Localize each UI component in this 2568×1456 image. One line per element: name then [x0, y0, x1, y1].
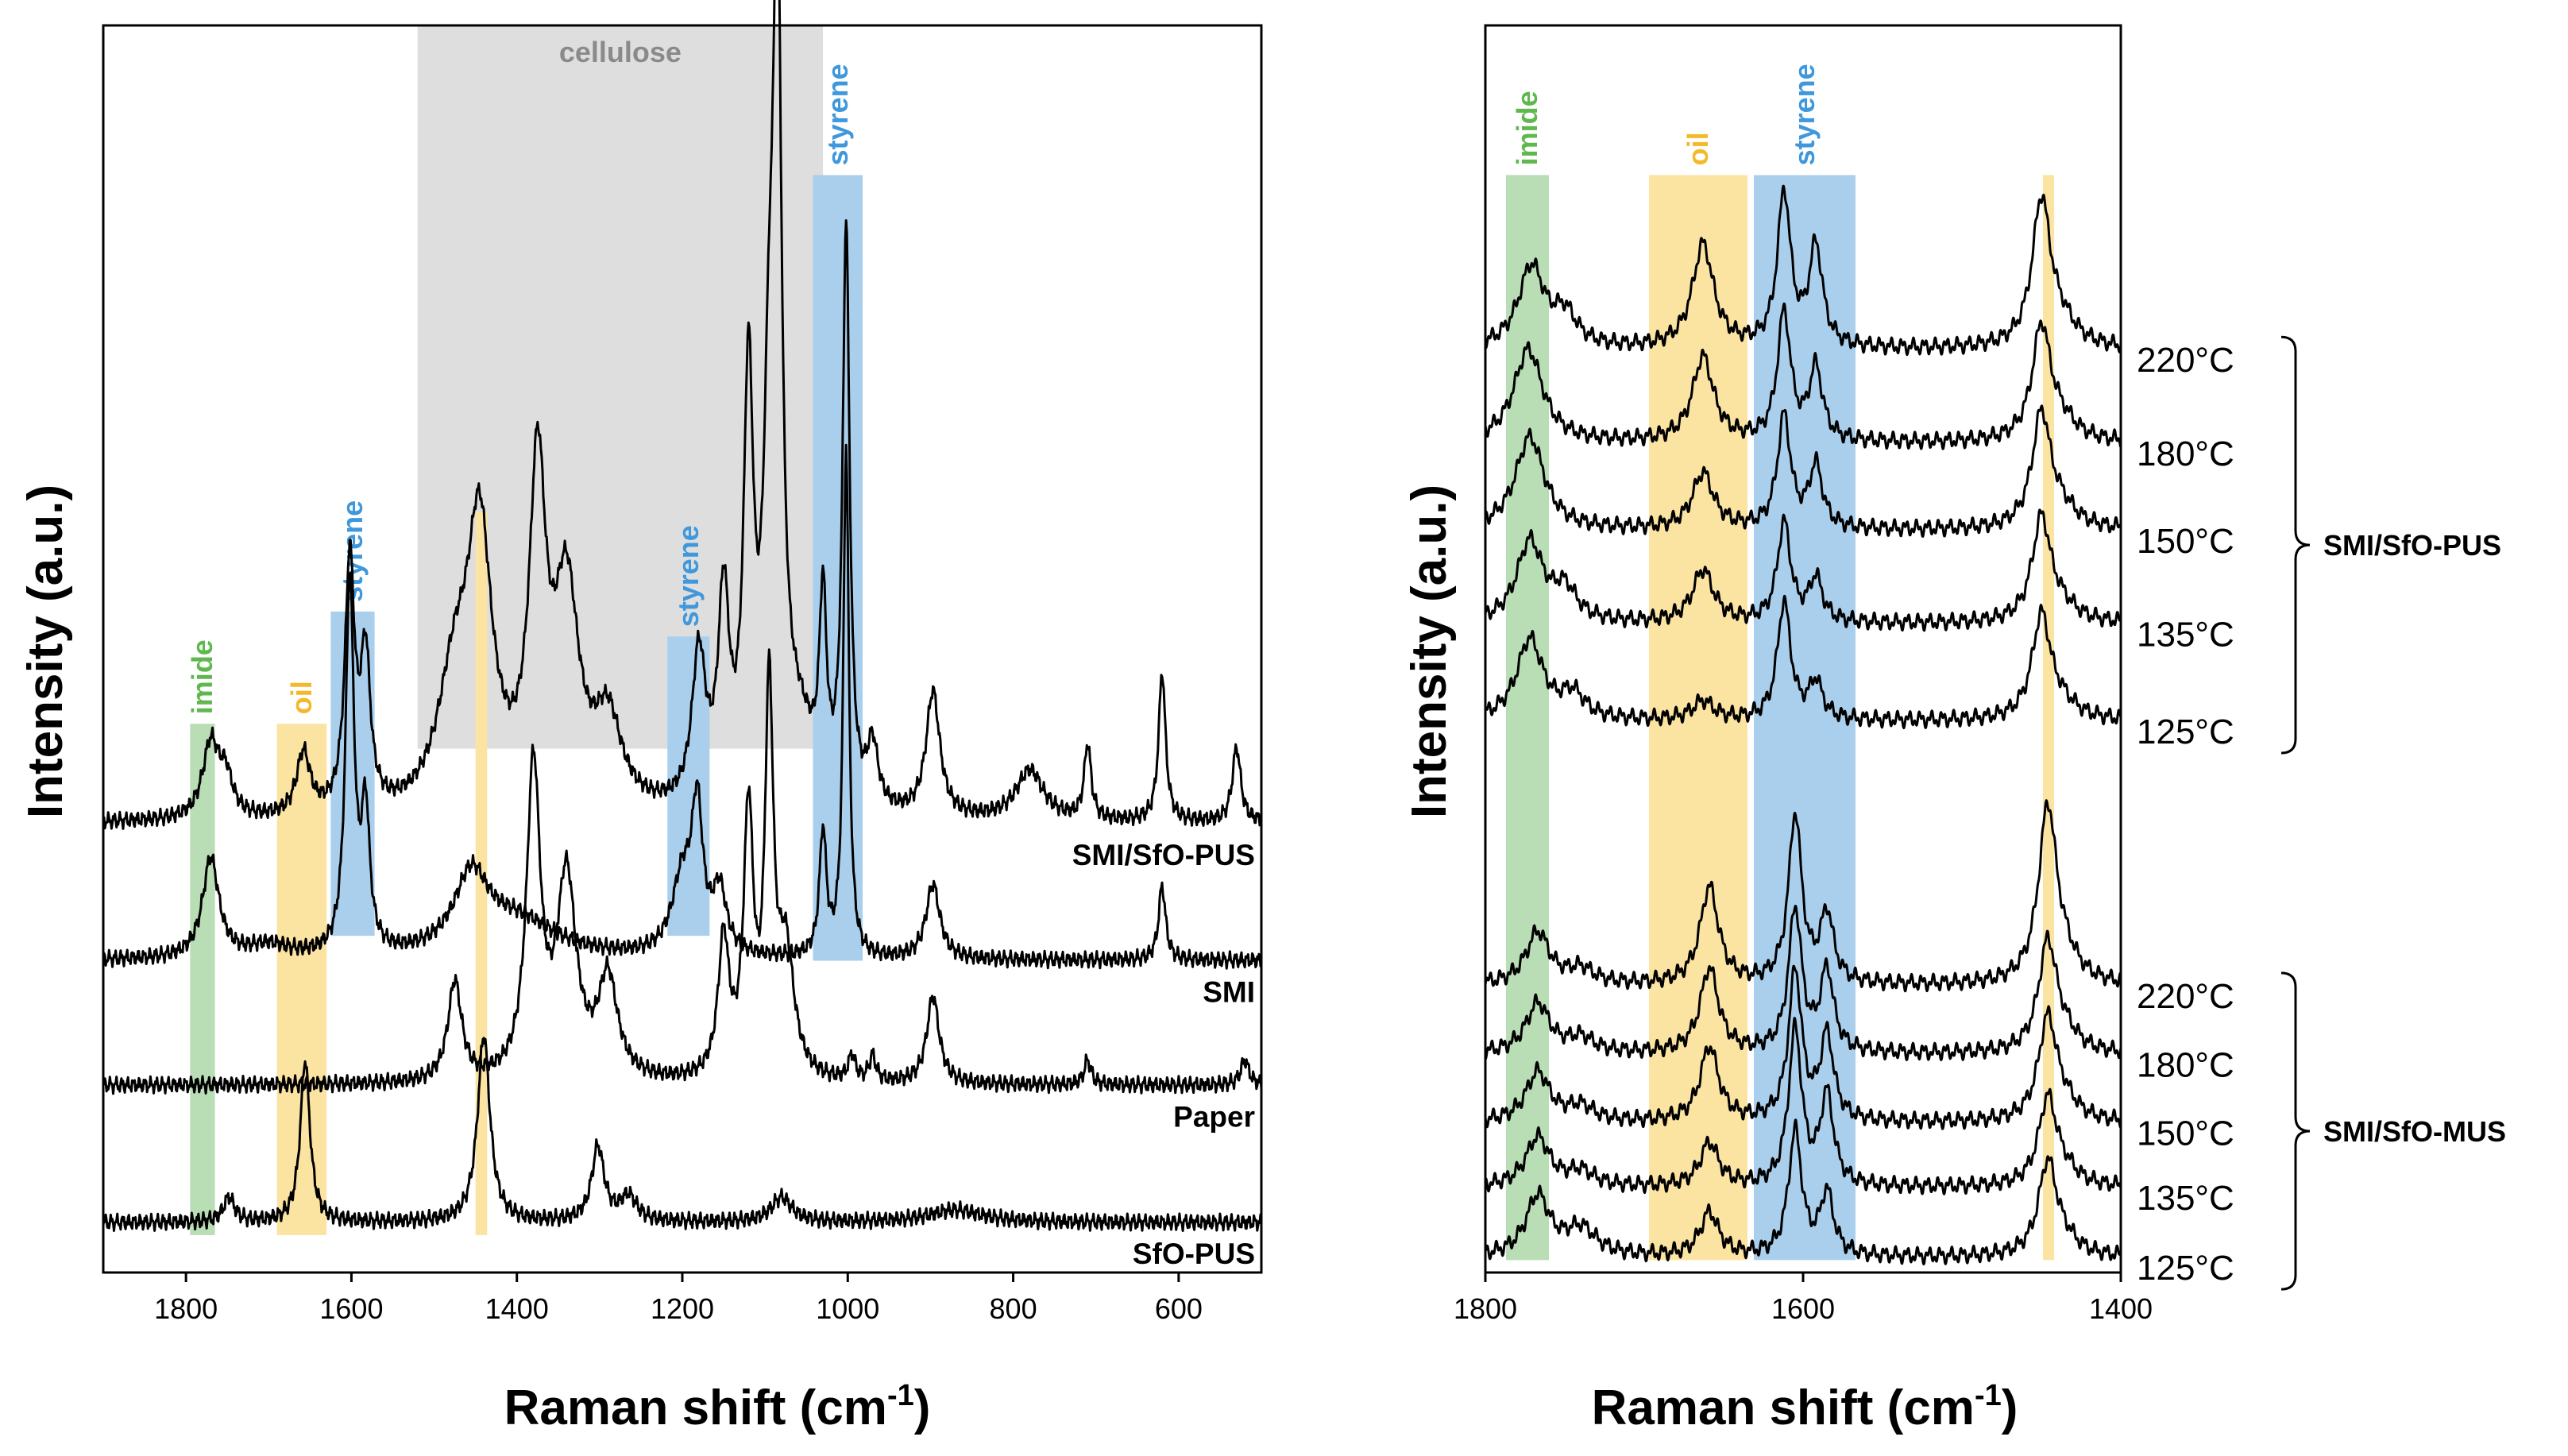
band-label-styrene-1200: styrene — [672, 525, 705, 627]
band-oil — [1649, 175, 1747, 1261]
trace-paper — [102, 648, 1263, 1095]
left-x-label-close: ) — [914, 1381, 931, 1435]
band-label-oil: oil — [285, 681, 318, 714]
right-group-labels: SMI/SfO-PUS SMI/SfO-MUS — [2280, 335, 2506, 1291]
x-tick-label-1800: 1800 — [1454, 1292, 1517, 1325]
left-x-axis-label: Raman shift (cm-1) — [504, 1379, 931, 1435]
temp-label-smi-sfo-mus-0: 220°C — [2137, 977, 2234, 1016]
trace-smi-sfo-mus-125-c — [1484, 1118, 2122, 1265]
series-label-paper: Paper — [1173, 1101, 1255, 1134]
left-x-axis: 1800 1600 1400 1200 1000 800 600 — [154, 1273, 1203, 1325]
trace-smi-sfo-mus-135-c — [1484, 1017, 2122, 1195]
x-tick-label-600: 600 — [1155, 1292, 1203, 1325]
left-series-label-layer: SMI/SfO-PUS SMI Paper SfO-PUS — [1072, 839, 1255, 1270]
series-label-smi: SMI — [1203, 976, 1255, 1009]
group-brace-smi-sfo-mus — [2280, 971, 2311, 1291]
band-oil — [276, 724, 327, 1235]
left-x-label-main: Raman shift (cm — [504, 1381, 887, 1435]
left-x-label-sup: -1 — [887, 1379, 914, 1412]
right-band-label-layer: imide oil styrene — [1511, 64, 1821, 165]
left-band-layer — [190, 25, 863, 1235]
band-label-oil: oil — [1682, 132, 1714, 165]
series-label-sfo-pus: SfO-PUS — [1133, 1238, 1255, 1270]
trace-smi-sfo-pus-180-c — [1484, 302, 2122, 450]
temp-label-smi-sfo-pus-3: 135°C — [2137, 616, 2234, 655]
x-tick-label-1400: 1400 — [2089, 1292, 2153, 1325]
trace-smi — [102, 443, 1263, 970]
band-imide — [190, 724, 215, 1235]
x-tick-label-1800: 1800 — [154, 1292, 218, 1325]
x-tick-label-1200: 1200 — [651, 1292, 714, 1325]
temp-label-smi-sfo-pus-0: 220°C — [2137, 341, 2234, 380]
temp-label-smi-sfo-mus-4: 125°C — [2137, 1249, 2234, 1288]
band-label-imide: imide — [186, 639, 218, 714]
trace-smi-sfo-pus-220-c — [1484, 184, 2122, 357]
right-x-label-close: ) — [2002, 1381, 2018, 1435]
temp-label-smi-sfo-pus-4: 125°C — [2137, 713, 2234, 751]
trace-smi-sfo-pus-125-c — [1485, 594, 2122, 729]
band-label-cellulose: cellulose — [559, 36, 682, 68]
right-y-axis-label: Intensity (a.u.) — [1402, 485, 1457, 818]
band-label-styrene-1000: styrene — [821, 64, 854, 165]
x-tick-label-1600: 1600 — [319, 1292, 383, 1325]
x-tick-label-1000: 1000 — [816, 1292, 879, 1325]
right-chart: imide oil styrene 1800 1600 1400 220°C 180°C 1… — [1402, 24, 2506, 1435]
trace-smi-sfo-pus — [102, 0, 1262, 830]
right-x-label-main: Raman shift (cm — [1592, 1381, 1975, 1435]
temp-label-smi-sfo-mus-2: 150°C — [2137, 1114, 2234, 1153]
temp-label-smi-sfo-pus-2: 150°C — [2137, 522, 2234, 561]
left-y-axis-label: Intensity (a.u.) — [18, 485, 73, 818]
x-tick-label-1600: 1600 — [1771, 1292, 1835, 1325]
right-x-label-sup: -1 — [1975, 1379, 2002, 1412]
band-label-imide: imide — [1511, 91, 1543, 165]
right-trace-layer — [1484, 184, 2122, 1265]
trace-smi-sfo-mus-150-c — [1484, 964, 2122, 1130]
left-trace-layer — [102, 0, 1263, 1232]
band-imide — [1506, 175, 1549, 1261]
right-x-axis: 1800 1600 1400 — [1454, 1273, 2153, 1325]
temp-label-smi-sfo-mus-1: 180°C — [2137, 1045, 2234, 1084]
temp-label-smi-sfo-pus-1: 180°C — [2137, 434, 2234, 473]
x-tick-label-800: 800 — [990, 1292, 1037, 1325]
trace-smi-sfo-pus-135-c — [1485, 508, 2122, 632]
trace-smi-sfo-mus-220-c — [1484, 799, 2122, 993]
trace-smi-sfo-pus-150-c — [1484, 404, 2122, 538]
x-tick-label-1400: 1400 — [485, 1292, 549, 1325]
trace-sfo-pus — [102, 1037, 1263, 1232]
band-label-styrene: styrene — [1788, 64, 1821, 165]
trace-smi-sfo-mus-180-c — [1485, 905, 2122, 1061]
band-styrene-1000 — [813, 175, 863, 961]
temp-label-smi-sfo-mus-3: 135°C — [2137, 1179, 2234, 1218]
group-label-smi-sfo-pus: SMI/SfO-PUS — [2323, 529, 2501, 562]
group-brace-smi-sfo-pus — [2280, 335, 2311, 755]
right-temperature-labels: 220°C 180°C 150°C 135°C 125°C 220°C 180°C 150°C… — [2137, 341, 2234, 1288]
group-label-smi-sfo-mus: SMI/SfO-MUS — [2323, 1115, 2506, 1148]
series-label-smi-sfo-pus: SMI/SfO-PUS — [1072, 839, 1255, 871]
right-x-axis-label: Raman shift (cm-1) — [1592, 1379, 2018, 1435]
